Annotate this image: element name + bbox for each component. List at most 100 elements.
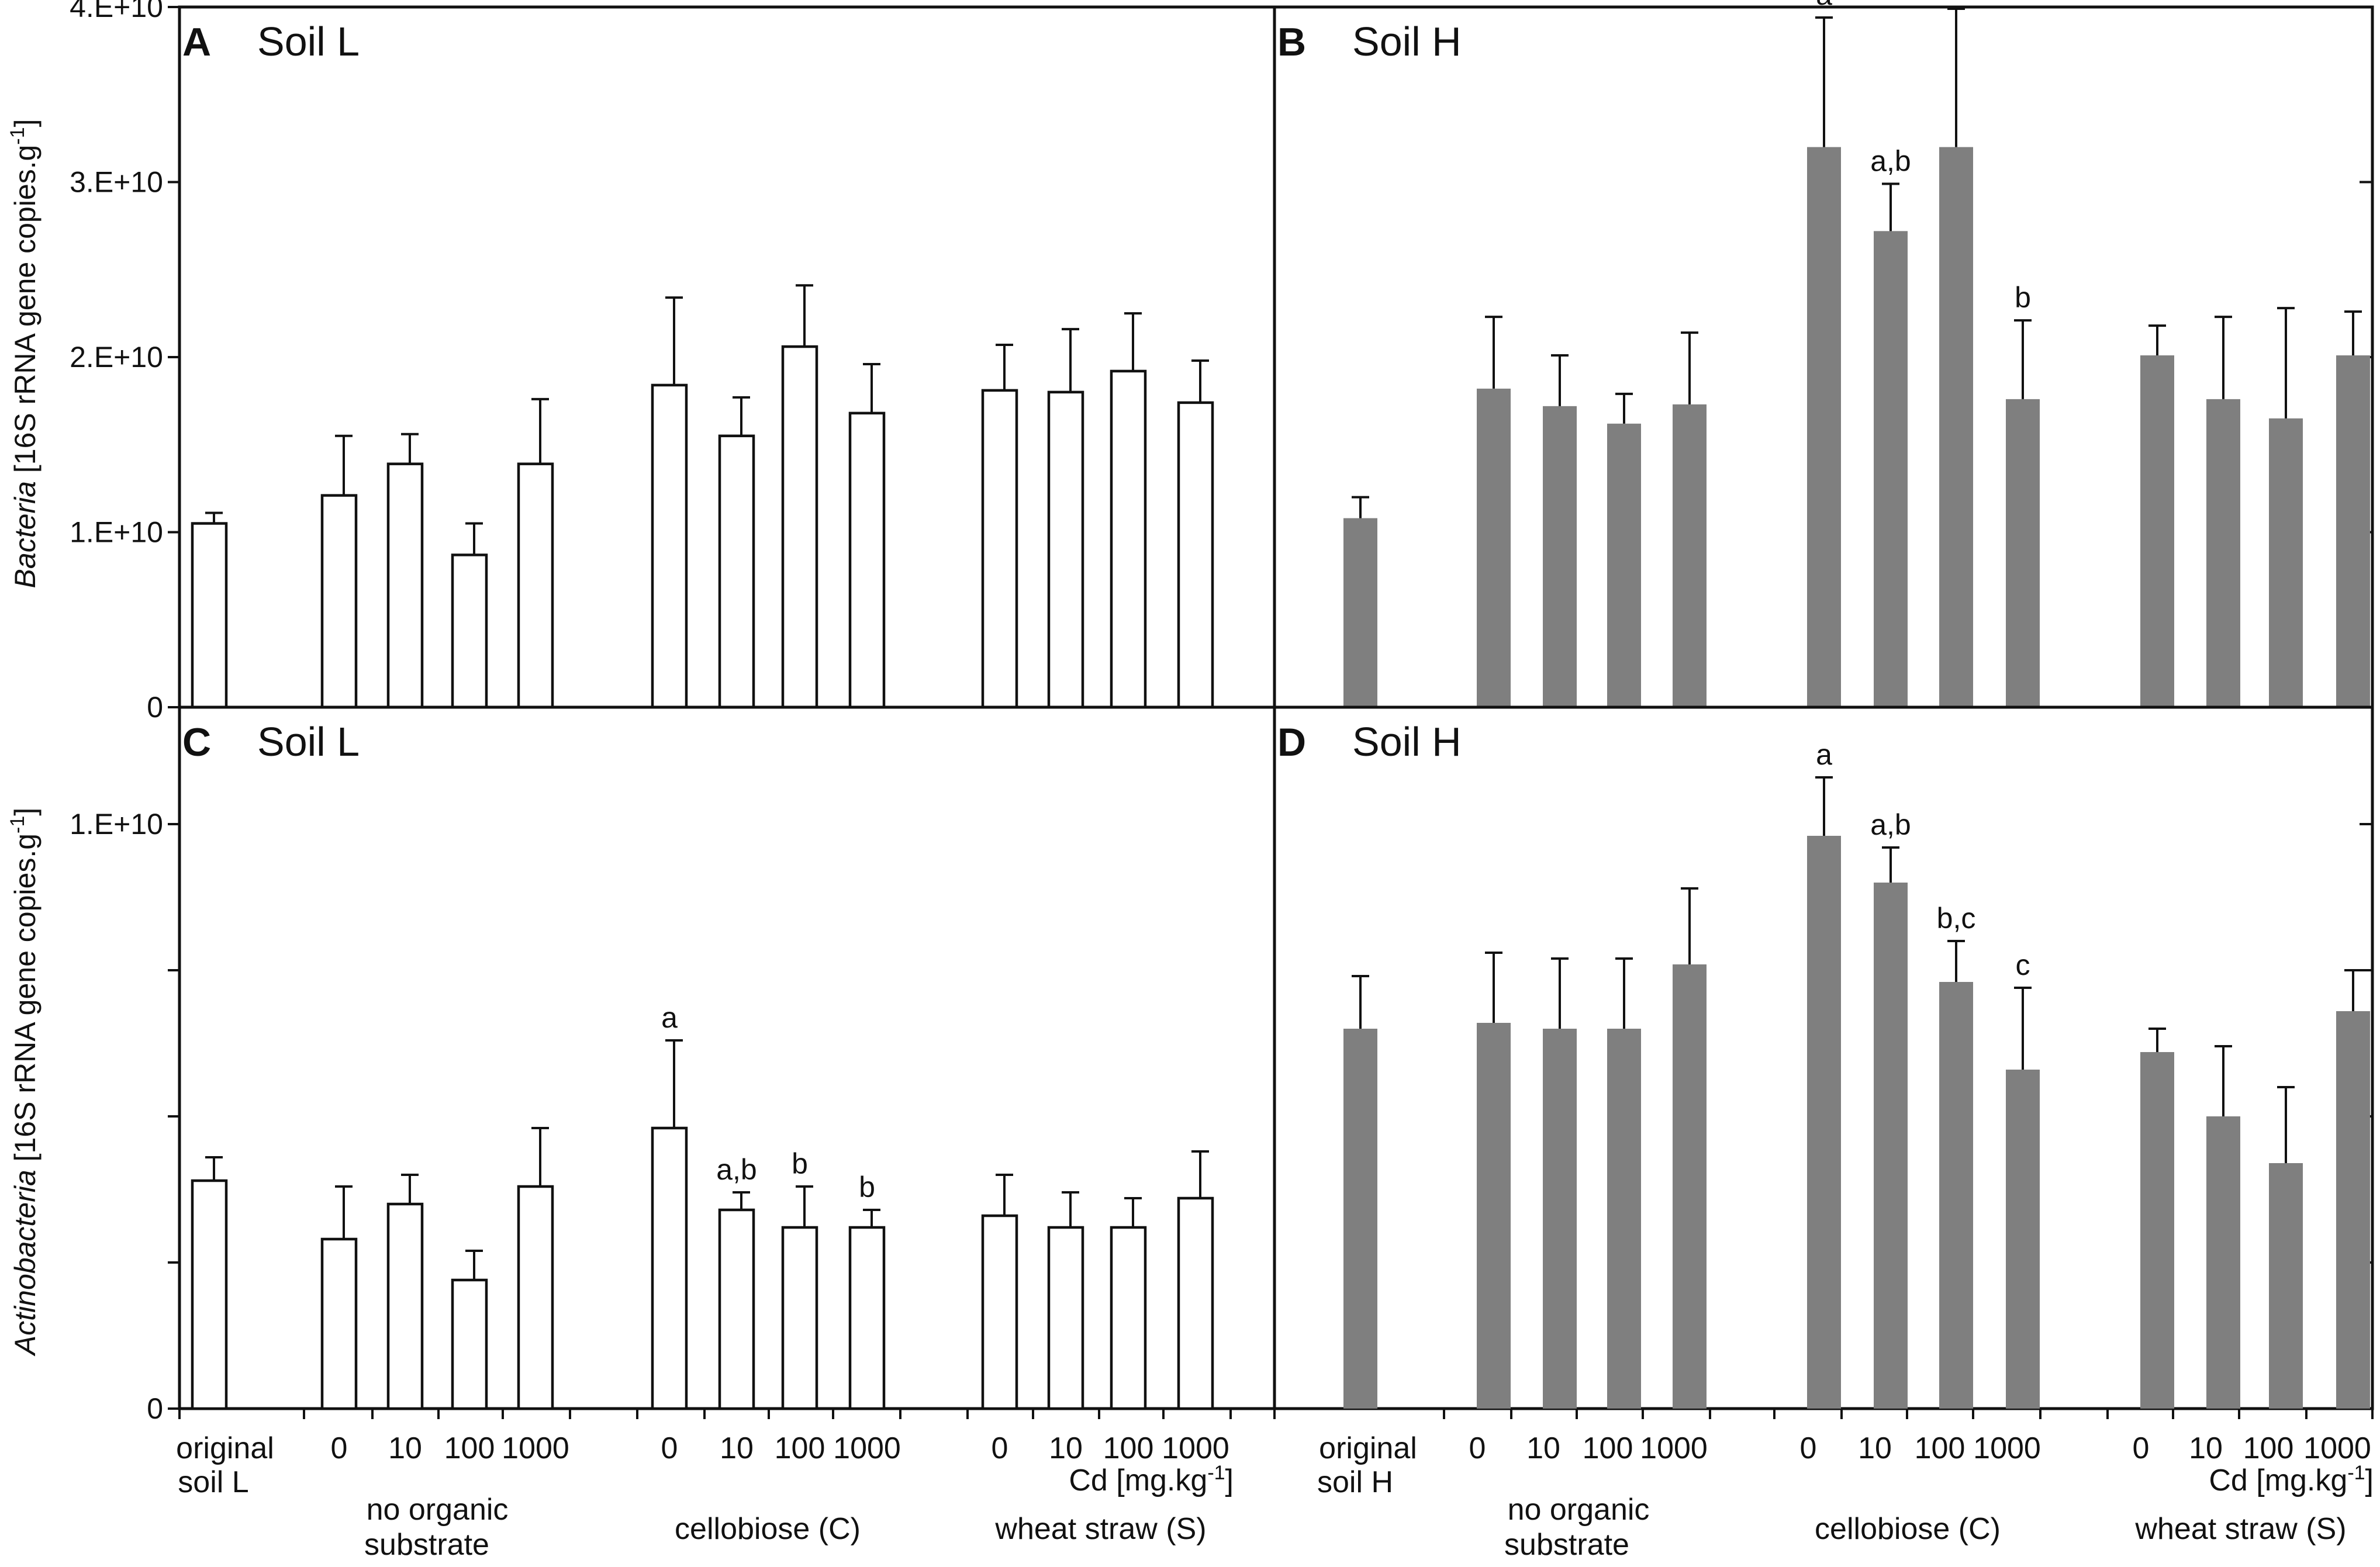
bar [1477,1023,1511,1409]
bar [981,389,1018,709]
y-tick-label: 0 [147,691,163,724]
bar [320,494,358,709]
significance-letter: a [661,1001,678,1034]
x-label-original-line1: original [176,1431,274,1465]
bar [2006,399,2040,707]
y-axis-label-top: Bacteria [16S rRNA gene copies.g-1] [6,119,42,589]
x-label-cd-1000-cellobiose: 1000 [833,1431,901,1465]
x-label-cd-10-straw: 10 [2189,1431,2223,1465]
bar [1673,964,1707,1409]
x-label-cellobiose: cellobiose (C) [1815,1512,2001,1546]
x-label-cd-10-straw: 10 [1049,1431,1083,1465]
bar [1673,404,1707,707]
x-label-wheat-straw: wheat straw (S) [994,1512,1206,1546]
significance-letter: a,b [716,1153,757,1186]
bar [2006,1070,2040,1409]
bar [1607,1029,1641,1409]
bar [718,1208,755,1410]
significance-letter: b,c [1937,902,1976,935]
significance-letter: b [792,1147,808,1180]
bar [1110,1226,1147,1410]
panel-letter: C [182,720,211,765]
x-label-no-organic-line1: no organic [1508,1493,1650,1527]
x-label-cellobiose: cellobiose (C) [675,1512,861,1546]
significance-letter: a [1948,0,1964,2]
x-label-cd-0-none: 0 [331,1431,348,1465]
panel-title: Soil L [257,719,360,765]
x-label-cd-1000-cellobiose: 1000 [1973,1431,2041,1465]
bar [1343,1029,1377,1409]
x-label-no-organic-line2: substrate [364,1528,489,1562]
x-label-cd-1000-none: 1000 [502,1431,569,1465]
bar [2269,418,2303,707]
bar [2336,1011,2370,1409]
panel-title: Soil L [257,19,360,64]
x-label-cd-unit: Cd [mg.kg-1] [2209,1462,2374,1497]
y-tick-label: 2.E+10 [70,341,163,373]
bar [517,462,554,709]
bar [1543,406,1577,707]
x-label-original-line1: original [1319,1431,1417,1465]
x-label-no-organic-line2: substrate [1504,1528,1629,1562]
significance-letter: a,b [1870,144,1911,177]
significance-letter: a [1816,0,1832,11]
bar [386,1202,424,1410]
x-label-cd-1000-none: 1000 [1640,1431,1708,1465]
panel-d: a a,b b,c c D Soil H [1273,705,2374,1419]
bar [848,1226,886,1410]
bar [1807,147,1841,708]
x-axis-labels-right: original soil H 0 10 100 1000 0 10 100 1… [1317,1431,2374,1562]
x-label-cd-1000-straw: 1000 [2303,1431,2371,1465]
x-label-cd-0-straw: 0 [992,1431,1008,1465]
x-label-cd-0-none: 0 [1469,1431,1486,1465]
bar [781,345,818,709]
x-label-cd-unit: Cd [mg.kg-1] [1069,1462,1234,1497]
panel-letter: D [1277,720,1306,765]
bar [1874,883,1908,1409]
x-label-original-line2: soil L [178,1465,248,1499]
panel-title: Soil H [1352,719,1462,765]
bar [1939,982,1973,1409]
bar [651,383,688,709]
bar [1177,1196,1214,1410]
bar [1047,1226,1084,1410]
x-label-wheat-straw: wheat straw (S) [2134,1512,2346,1546]
bar [2269,1163,2303,1409]
bar [451,1278,488,1410]
bar [191,522,228,709]
x-label-cd-0-cellobiose: 0 [661,1431,678,1465]
y-tick-label: 4.E+10 [70,0,163,23]
x-label-no-organic-line1: no organic [367,1493,509,1527]
panel-letter: A [182,20,211,64]
panel-c: 0 1.E+10 a a,b b b C Soil L [70,705,1276,1425]
x-label-cd-100-none: 100 [444,1431,495,1465]
x-label-cd-100-cellobiose: 100 [1915,1431,1966,1465]
significance-letter: c [2016,949,2030,981]
panel-b: a a,b a b B Soil H [1273,0,2374,709]
x-label-cd-1000-straw: 1000 [1162,1431,1229,1465]
bar [1177,401,1214,709]
x-label-cd-100-cellobiose: 100 [775,1431,825,1465]
y-axis-label-bottom: Actinobacteria [16S rRNA gene copies.g-1… [6,808,42,1357]
bar [1939,147,1973,708]
bar [651,1126,688,1410]
bar [1874,231,1908,707]
bar [2140,355,2174,707]
bar [1343,518,1377,707]
x-label-cd-10-none: 10 [388,1431,422,1465]
x-label-original-line2: soil H [1317,1465,1393,1499]
y-tick-label: 1.E+10 [70,516,163,549]
significance-letter: b [859,1171,875,1203]
significance-letter: a [1816,738,1832,771]
bar [1607,423,1641,707]
bar [1543,1029,1577,1409]
x-label-cd-100-none: 100 [1583,1431,1633,1465]
panel-title: Soil H [1352,19,1462,64]
panel-a: 0 1.E+10 2.E+10 3.E+10 4.E+10 A Soil L [70,0,1276,724]
bar [320,1237,358,1410]
significance-letter: a,b [1870,808,1911,841]
x-label-cd-10-cellobiose: 10 [720,1431,754,1465]
bar [981,1214,1018,1410]
bar [1110,369,1147,709]
